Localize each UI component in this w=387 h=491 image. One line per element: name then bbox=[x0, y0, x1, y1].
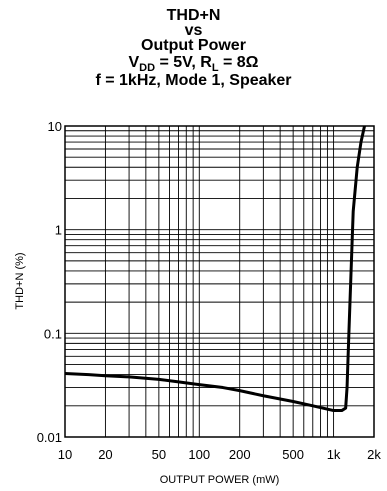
rl-subscript: L bbox=[211, 62, 219, 75]
chart-title-line-3: Output Power bbox=[141, 37, 246, 54]
x-tick-label: 50 bbox=[152, 447, 166, 462]
x-axis-label: OUTPUT POWER (mW) bbox=[160, 474, 280, 486]
plot-frame bbox=[64, 125, 375, 438]
vdd-symbol: V bbox=[128, 54, 140, 71]
x-tick-label: 10 bbox=[58, 447, 72, 462]
vdd-value: = 5V, R bbox=[155, 54, 212, 71]
y-tick-label: 0.01 bbox=[37, 430, 62, 445]
x-tick-label: 1k bbox=[327, 447, 341, 462]
x-tick-label: 500 bbox=[282, 447, 304, 462]
y-axis-label: THD+N (%) bbox=[14, 252, 26, 309]
chart-condition-line-1: VDD = 5V, RL = 8Ω bbox=[0, 55, 387, 76]
x-tick-label: 100 bbox=[188, 447, 210, 462]
rl-value: = 8Ω bbox=[218, 54, 259, 71]
y-tick-label: 0.1 bbox=[44, 326, 62, 341]
x-tick-label: 20 bbox=[98, 447, 112, 462]
chart-title-line-2: vs bbox=[184, 22, 203, 39]
y-tick-label: 1 bbox=[55, 223, 62, 238]
grid-lines bbox=[65, 126, 374, 437]
chart-title-line-1: THD+N bbox=[166, 7, 221, 24]
chart-condition-line-2: f = 1kHz, Mode 1, Speaker bbox=[95, 72, 292, 89]
y-tick-label: 10 bbox=[48, 119, 62, 134]
thd-series-line bbox=[64, 125, 366, 413]
vdd-subscript: DD bbox=[139, 62, 156, 75]
x-tick-label: 200 bbox=[229, 447, 251, 462]
tick-labels: 10 20 50 100 200 500 1k 2k 0.01 0.1 1 10 bbox=[37, 119, 382, 462]
x-tick-label: 2k bbox=[367, 447, 381, 462]
